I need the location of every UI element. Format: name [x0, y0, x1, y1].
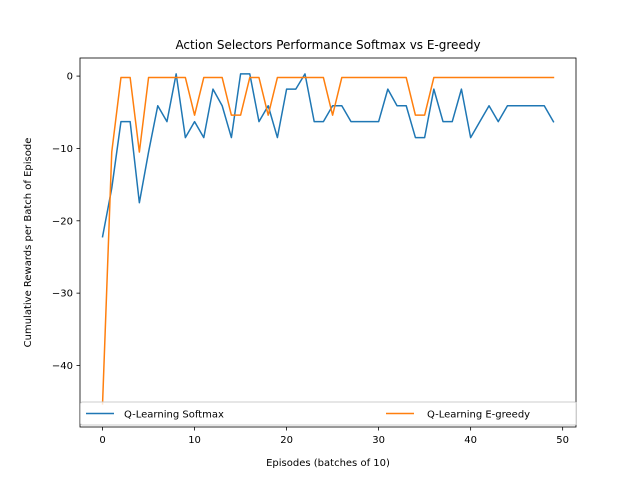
x-axis-label: Episodes (batches of 10) [266, 458, 390, 469]
plot-frame [79, 57, 577, 428]
legend-frame [80, 401, 577, 426]
plot-background [80, 58, 576, 427]
y-tick-label: −30 [52, 289, 73, 300]
x-tick-label: 20 [280, 435, 293, 446]
y-tick-label: −10 [52, 144, 73, 155]
x-tick-label: 30 [372, 435, 385, 446]
y-axis-label: Cumulative Rewards per Batch of Episode [23, 138, 34, 348]
x-tick-label: 0 [99, 435, 105, 446]
legend-label-egreedy: Q-Learning E-greedy [427, 410, 530, 421]
y-tick-label: 0 [67, 72, 73, 83]
series-line-softmax [101, 73, 555, 238]
legend: Q-Learning Softmax Q-Learning E-greedy [80, 401, 577, 426]
series-layer [101, 73, 555, 405]
x-tick-label: 40 [464, 435, 477, 446]
y-tick-label: −20 [52, 216, 73, 227]
plot-area [80, 58, 576, 427]
x-tick-label: 10 [188, 435, 201, 446]
axes-layer: 0 10 20 30 40 50 0 −10 −20 −30 −40 [52, 57, 577, 446]
y-tick-label: −40 [52, 361, 73, 372]
chart-title: Action Selectors Performance Softmax vs … [175, 38, 480, 52]
series-line-egreedy [101, 76, 555, 405]
x-tick-label: 50 [556, 435, 569, 446]
legend-label-softmax: Q-Learning Softmax [124, 410, 224, 421]
